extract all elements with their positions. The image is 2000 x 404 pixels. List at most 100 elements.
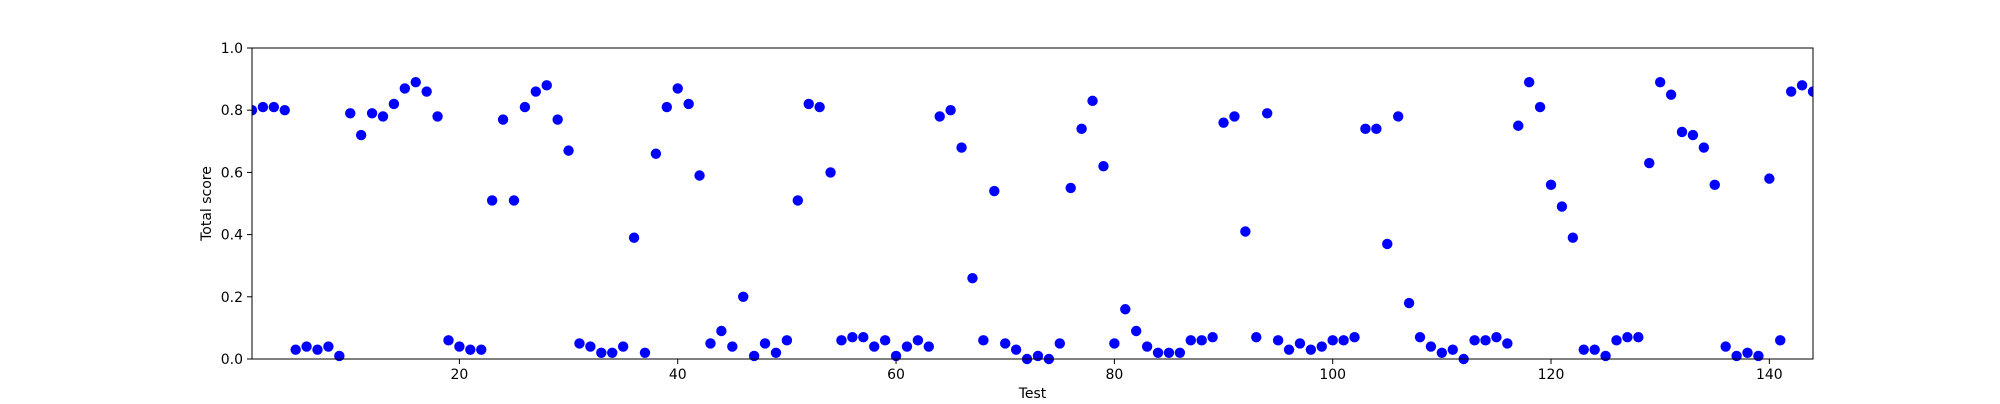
data-point [1807,86,1813,97]
data-point [1764,173,1775,184]
data-point [879,335,891,346]
data-point [1120,304,1131,315]
x-tick-label: 80 [1105,367,1123,383]
data-point [1480,335,1491,346]
data-point [1436,347,1448,358]
data-point [1087,95,1098,107]
data-point [421,86,432,97]
data-point [596,347,607,358]
data-point [803,98,814,110]
data-point [956,142,967,153]
axes-layer: 20 40 60 80 100 120 140 0.0 0.2 0.4 0.6 0.8 1.0 [221,41,1814,383]
data-point [1633,332,1644,343]
data-point [716,325,727,337]
data-point [683,98,694,110]
data-point [1600,350,1611,362]
data-point [1218,117,1229,128]
data-point [1261,108,1273,119]
data-point [923,341,934,352]
data-point [1403,297,1415,309]
data-point [1251,332,1262,343]
y-axis-ticks: 0.0 0.2 0.4 0.6 0.8 1.0 [221,41,252,368]
data-point [1578,344,1589,355]
data-point [1709,179,1720,191]
data-point [1382,238,1393,250]
data-point [443,335,454,346]
x-tick-label: 40 [669,367,687,383]
data-point [1371,123,1382,135]
data-point [508,195,520,206]
data-point [1676,126,1688,138]
data-point [465,344,476,355]
data-point [1054,338,1065,349]
data-point [617,341,629,352]
data-point [552,114,563,125]
data-point [694,170,705,181]
x-tick-label: 120 [1538,367,1565,383]
data-point [858,332,869,343]
data-point [934,111,945,122]
data-point [1294,338,1306,349]
data-point [410,77,421,88]
data-point [585,341,596,352]
data-point [497,114,509,125]
data-point [792,195,804,206]
data-point [1425,341,1437,352]
data-point [1065,182,1076,194]
data-point [1545,179,1557,191]
data-point [1414,332,1426,343]
data-point [476,344,487,355]
data-point [1687,129,1699,141]
data-point [869,341,880,352]
y-tick-label: 1.0 [221,41,243,57]
y-tick-label: 0.4 [221,228,243,244]
data-point [257,101,269,113]
x-tick-label: 100 [1319,367,1346,383]
data-point [1720,341,1731,352]
data-point [1392,111,1404,122]
data-point [1185,335,1196,346]
data-point [268,101,280,113]
data-point [1076,123,1087,135]
data-point [901,341,913,352]
data-point [967,272,978,284]
x-tick-label: 60 [887,367,905,383]
data-point [1229,111,1240,122]
data-point [1338,335,1349,346]
data-point [1163,347,1175,358]
data-point [486,195,498,206]
points-layer [252,77,1813,365]
plot-frame [251,47,1814,360]
data-point [312,344,323,355]
data-point [279,105,290,116]
data-point [748,350,760,362]
data-point [1622,332,1633,343]
data-point [377,111,389,122]
data-point [1272,335,1284,346]
data-point [1000,338,1011,349]
data-point [628,232,640,243]
data-point [912,335,924,346]
data-point [989,185,1000,197]
data-point [1131,325,1142,337]
data-point [1796,80,1808,91]
data-point [1644,157,1655,169]
data-point [945,105,956,116]
data-point [1611,335,1622,346]
data-point [1775,335,1786,346]
data-point [1174,347,1186,358]
data-point [1152,347,1164,358]
data-point [563,145,574,156]
data-point [1742,347,1753,358]
data-point [290,344,301,355]
data-point [1654,77,1666,88]
data-point [1098,160,1109,172]
data-point [1032,350,1044,362]
data-point [836,335,847,346]
data-point [1240,226,1251,237]
data-point [301,341,312,352]
data-point [738,291,749,302]
data-point [1785,86,1797,97]
